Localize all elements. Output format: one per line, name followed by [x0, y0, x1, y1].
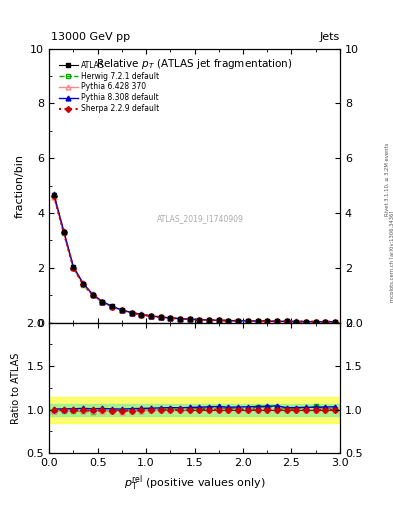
X-axis label: $p_{\rm T}^{\rm rel}$ (positive values only): $p_{\rm T}^{\rm rel}$ (positive values o… [124, 474, 265, 493]
Text: Jets: Jets [320, 32, 340, 42]
Y-axis label: fraction/bin: fraction/bin [15, 154, 25, 218]
Text: Relative $p_T$ (ATLAS jet fragmentation): Relative $p_T$ (ATLAS jet fragmentation) [96, 57, 293, 71]
Bar [49, 403, 340, 416]
Text: ATLAS_2019_I1740909: ATLAS_2019_I1740909 [157, 214, 244, 223]
Bar [49, 397, 340, 423]
Text: Rivet 3.1.10, ≥ 3.2M events: Rivet 3.1.10, ≥ 3.2M events [385, 142, 389, 216]
Text: 13000 GeV pp: 13000 GeV pp [51, 32, 130, 42]
Legend: ATLAS, Herwig 7.2.1 default, Pythia 6.428 370, Pythia 8.308 default, Sherpa 2.2.: ATLAS, Herwig 7.2.1 default, Pythia 6.42… [59, 61, 159, 113]
Y-axis label: Ratio to ATLAS: Ratio to ATLAS [11, 352, 21, 423]
Text: mcplots.cern.ch [arXiv:1306.3436]: mcplots.cern.ch [arXiv:1306.3436] [390, 210, 393, 302]
